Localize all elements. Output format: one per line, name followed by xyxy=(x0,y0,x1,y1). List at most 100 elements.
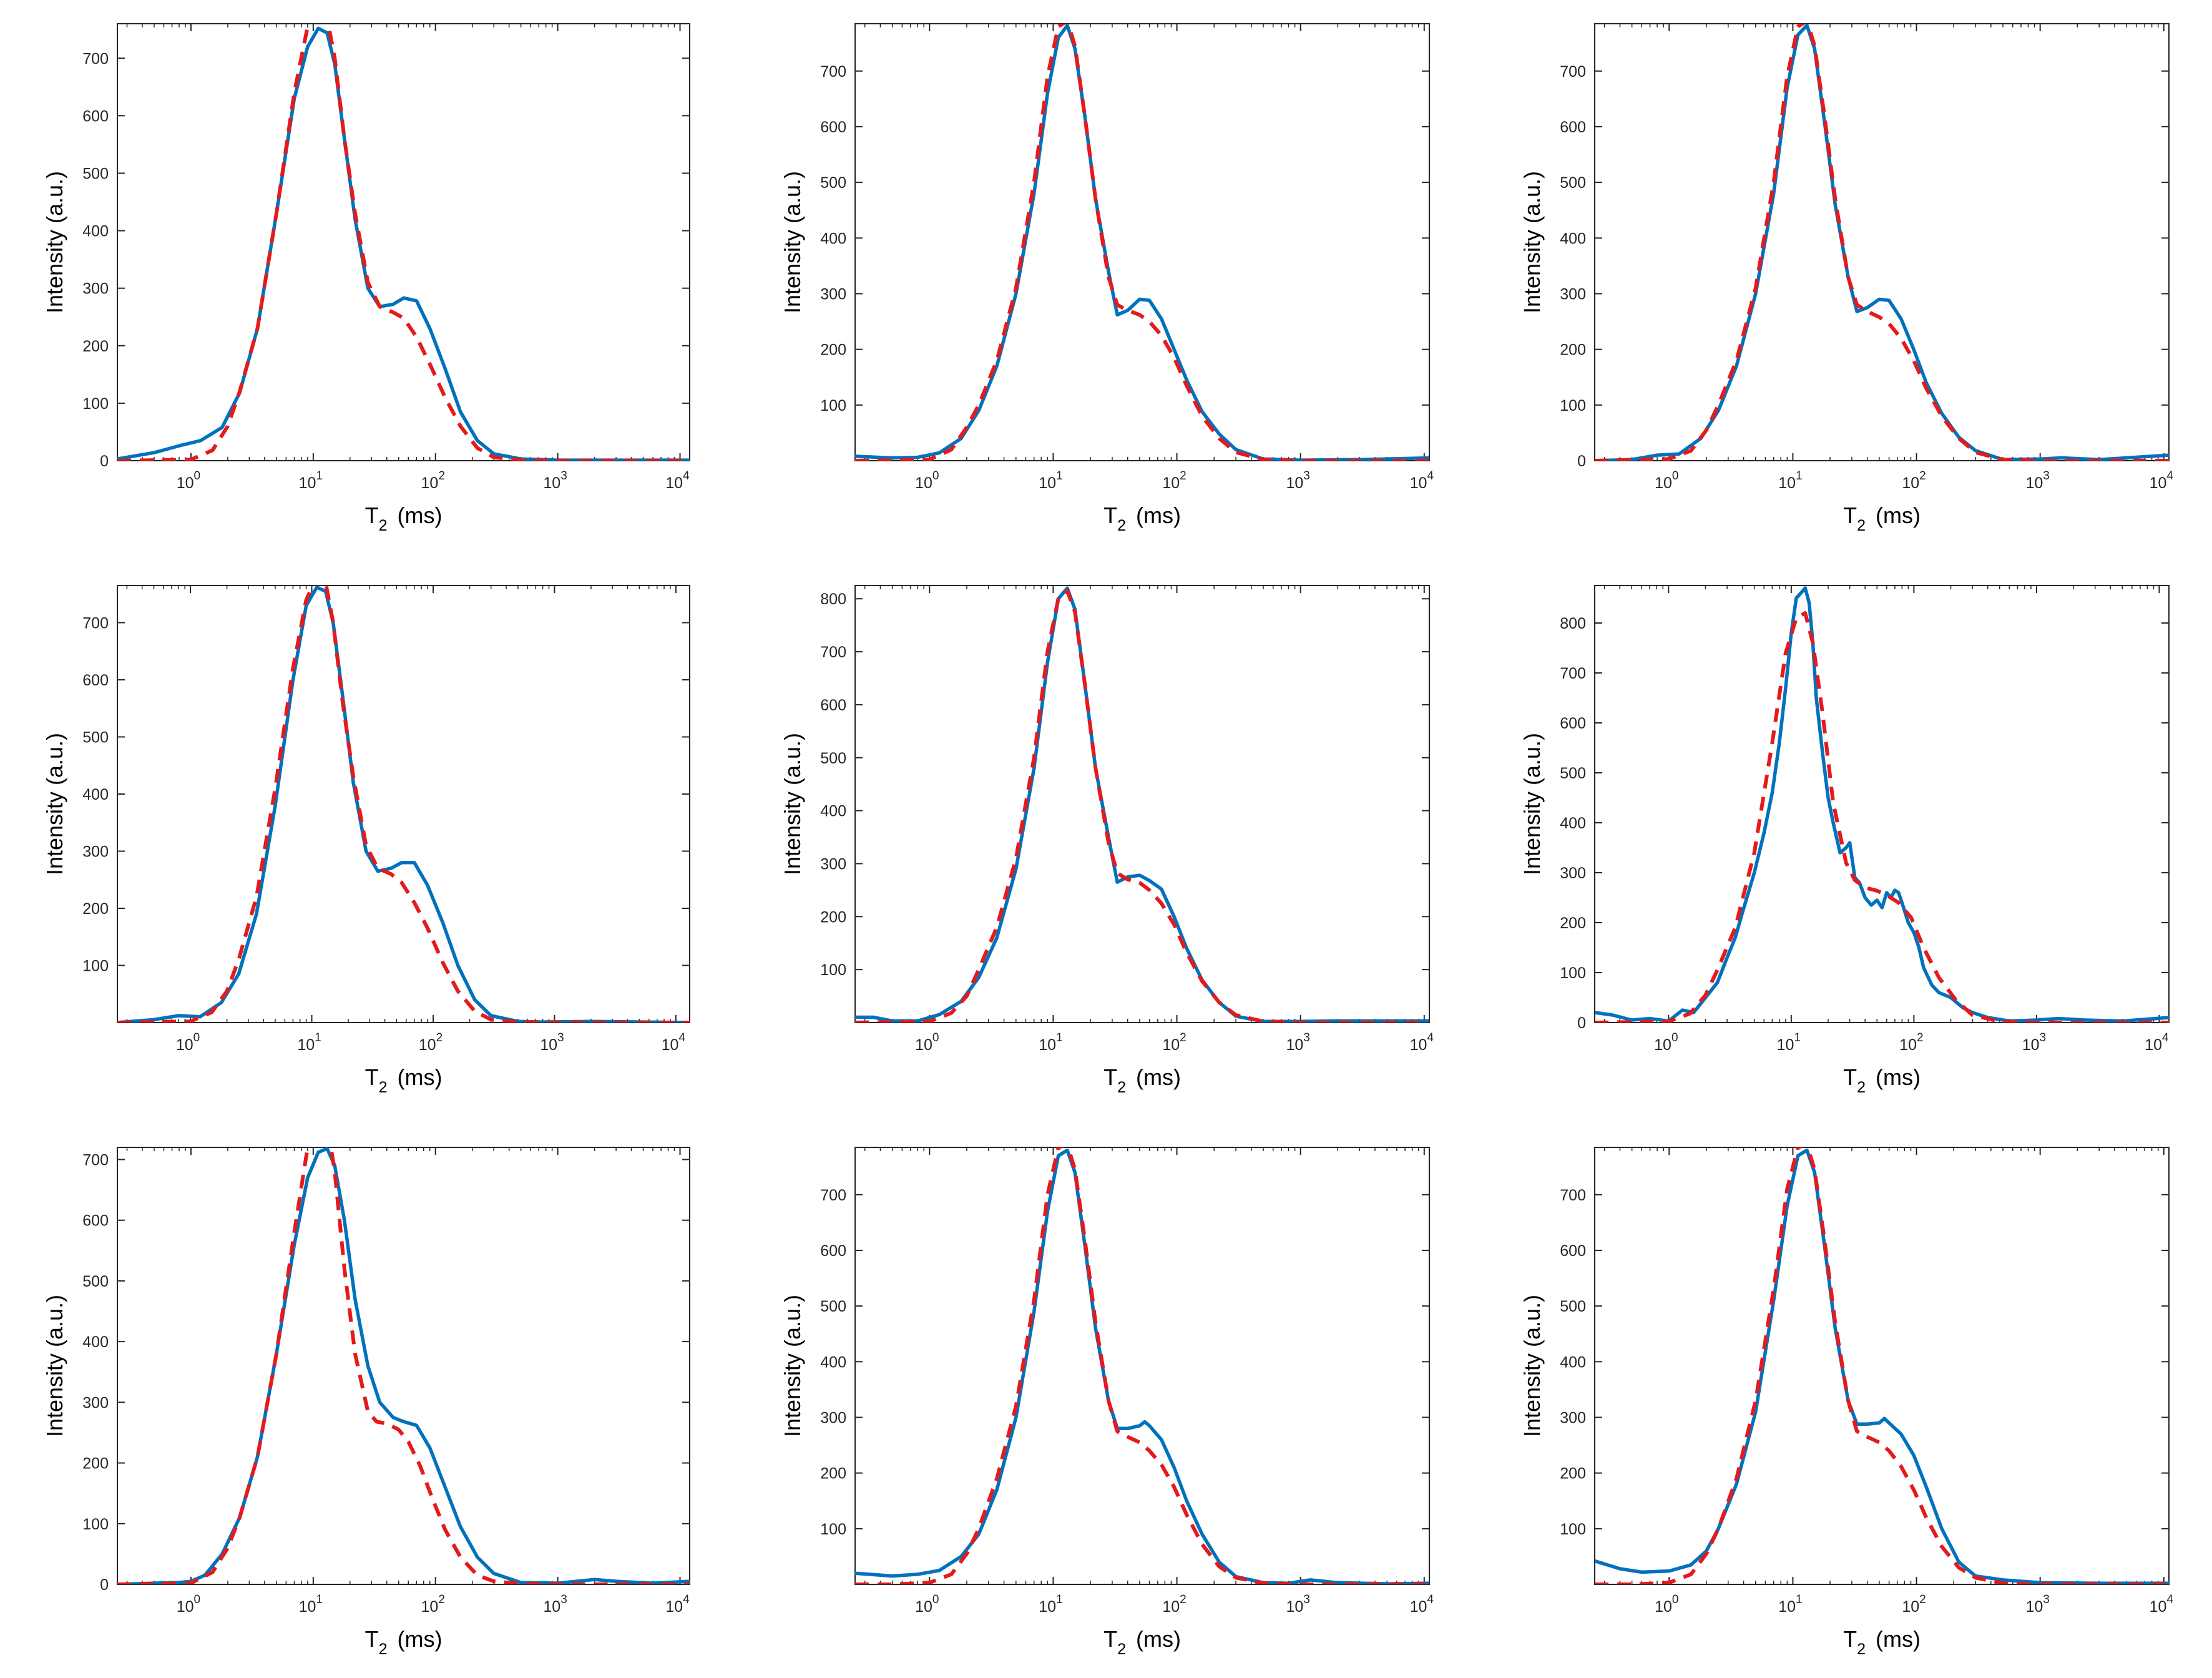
x-axis-label: T2 (ms) xyxy=(1104,503,1181,534)
x-axis-label: T2 (ms) xyxy=(1843,503,1921,534)
x-tick-label: 104 xyxy=(665,1593,690,1616)
x-tick-label: 103 xyxy=(543,1593,567,1616)
y-tick-label: 600 xyxy=(82,107,109,125)
y-tick-label: 500 xyxy=(1560,765,1586,782)
fitted-series-line xyxy=(855,24,1429,461)
plot-area xyxy=(854,23,1430,461)
y-tick-label: 200 xyxy=(1560,1465,1586,1483)
x-tick-label: 102 xyxy=(1902,469,1926,492)
plot-area xyxy=(117,23,690,461)
fitted-series-line xyxy=(855,1147,1429,1584)
x-tick-label: 103 xyxy=(543,469,567,492)
x-tick-label: 102 xyxy=(1902,1593,1926,1616)
x-tick-label: 102 xyxy=(1162,1593,1186,1616)
x-tick-label: 102 xyxy=(1162,1031,1186,1054)
x-tick-label: 101 xyxy=(297,1031,321,1054)
chart-panel-2: 100 101 102 103 104 100 200 300 400 500 600 700 T2 (m… xyxy=(780,23,1434,534)
x-tick-label: 100 xyxy=(1654,1031,1678,1054)
y-tick-label: 100 xyxy=(82,957,109,974)
chart-panel-6: 100 101 102 103 104 0 100 200 300 400 500 600 700 800… xyxy=(1519,585,2170,1096)
x-tick-label: 104 xyxy=(1410,1031,1434,1054)
y-tick-label: 400 xyxy=(1560,230,1586,247)
y-axis-label: Intensity (a.u.) xyxy=(1519,171,1545,313)
x-tick-label: 101 xyxy=(1778,469,1802,492)
x-tick-label: 101 xyxy=(1039,469,1062,492)
x-tick-label: 100 xyxy=(1655,469,1678,492)
chart-panel-7: 100 101 102 103 104 0 100 200 300 400 500 600 700 T2(… xyxy=(42,1147,690,1658)
x-axis-label: T2 (ms) xyxy=(1843,1626,1921,1658)
y-tick-label: 100 xyxy=(1560,397,1586,415)
plot-area xyxy=(854,585,1430,1023)
fitted-series-line xyxy=(1595,24,2169,461)
x-tick-label: 100 xyxy=(915,1031,939,1054)
y-tick-label: 600 xyxy=(820,119,846,136)
x-tick-label: 104 xyxy=(2150,469,2174,492)
x-tick-label: 102 xyxy=(419,1031,443,1054)
y-tick-label: 700 xyxy=(1560,665,1586,682)
y-axis-label: Intensity (a.u.) xyxy=(1519,733,1545,875)
y-axis-label: Intensity (a.u.) xyxy=(780,733,805,875)
plot-area xyxy=(854,1147,1430,1585)
x-tick-label: 104 xyxy=(662,1031,686,1054)
y-tick-label: 600 xyxy=(820,697,846,714)
y-tick-label: 500 xyxy=(1560,1298,1586,1315)
y-tick-label: 500 xyxy=(82,165,109,182)
y-tick-label: 100 xyxy=(82,395,109,413)
y-tick-label: 700 xyxy=(1560,1187,1586,1204)
y-tick-label: 400 xyxy=(82,223,109,240)
chart-panel-1: 100 101 102 103 104 0 100 200 300 400 500 600 700 T2(… xyxy=(42,23,690,534)
y-tick-label: 200 xyxy=(1560,341,1586,359)
plot-area xyxy=(117,585,690,1023)
y-tick-label: 300 xyxy=(820,1409,846,1426)
y-tick-label: 700 xyxy=(82,614,109,632)
plot-area xyxy=(1594,585,2170,1023)
x-tick-label: 104 xyxy=(665,469,690,492)
y-axis-label: Intensity (a.u.) xyxy=(780,1295,805,1437)
y-tick-label: 300 xyxy=(1560,1409,1586,1426)
x-axis-label: T2 (ms) xyxy=(365,1064,443,1096)
x-tick-label: 103 xyxy=(1286,1031,1309,1054)
y-tick-label: 400 xyxy=(820,1353,846,1371)
x-axis-label: T2 (ms) xyxy=(365,503,443,534)
chart-panel-3: 100 101 102 103 104 0 100 200 300 400 500 600 700 T2(… xyxy=(1519,23,2174,534)
y-tick-label: 700 xyxy=(820,644,846,661)
x-axis-label: T2 (ms) xyxy=(1843,1064,1921,1096)
y-tick-label: 500 xyxy=(820,750,846,767)
y-tick-label: 300 xyxy=(1560,285,1586,303)
x-tick-label: 101 xyxy=(1777,1031,1801,1054)
fitted-series-line xyxy=(1595,1147,2169,1584)
y-tick-label: 500 xyxy=(820,174,846,192)
y-tick-label: 100 xyxy=(820,961,846,979)
x-tick-label: 103 xyxy=(2022,1031,2046,1054)
y-tick-label: 300 xyxy=(820,285,846,303)
plot-area xyxy=(117,1147,690,1585)
y-tick-label: 800 xyxy=(820,591,846,608)
y-tick-label: 300 xyxy=(82,1394,109,1411)
x-tick-label: 100 xyxy=(915,1593,939,1616)
y-tick-label: 600 xyxy=(1560,715,1586,732)
x-axis-label: T2 (ms) xyxy=(1104,1064,1181,1096)
y-tick-label: 100 xyxy=(1560,964,1586,982)
y-tick-label: 400 xyxy=(1560,1353,1586,1371)
y-tick-label: 100 xyxy=(1560,1521,1586,1538)
y-tick-label: 200 xyxy=(820,908,846,926)
x-tick-label: 102 xyxy=(1899,1031,1923,1054)
x-tick-label: 101 xyxy=(1039,1593,1062,1616)
plot-area xyxy=(1594,23,2170,461)
x-tick-label: 103 xyxy=(1286,469,1309,492)
x-axis-label: T2 (ms) xyxy=(1104,1626,1181,1658)
fitted-series-line xyxy=(117,1147,690,1584)
y-tick-label: 500 xyxy=(82,729,109,746)
y-tick-label: 200 xyxy=(82,1455,109,1473)
y-tick-label: 700 xyxy=(82,1151,109,1169)
measured-series-line xyxy=(117,1147,690,1584)
x-tick-label: 102 xyxy=(421,469,445,492)
x-tick-label: 100 xyxy=(177,1593,200,1616)
y-tick-label: 500 xyxy=(82,1273,109,1290)
y-tick-label: 700 xyxy=(820,1187,846,1204)
y-tick-label: 200 xyxy=(1560,915,1586,932)
x-tick-label: 104 xyxy=(1410,469,1434,492)
y-tick-label: 700 xyxy=(820,63,846,81)
y-axis-label: Intensity (a.u.) xyxy=(42,733,67,875)
